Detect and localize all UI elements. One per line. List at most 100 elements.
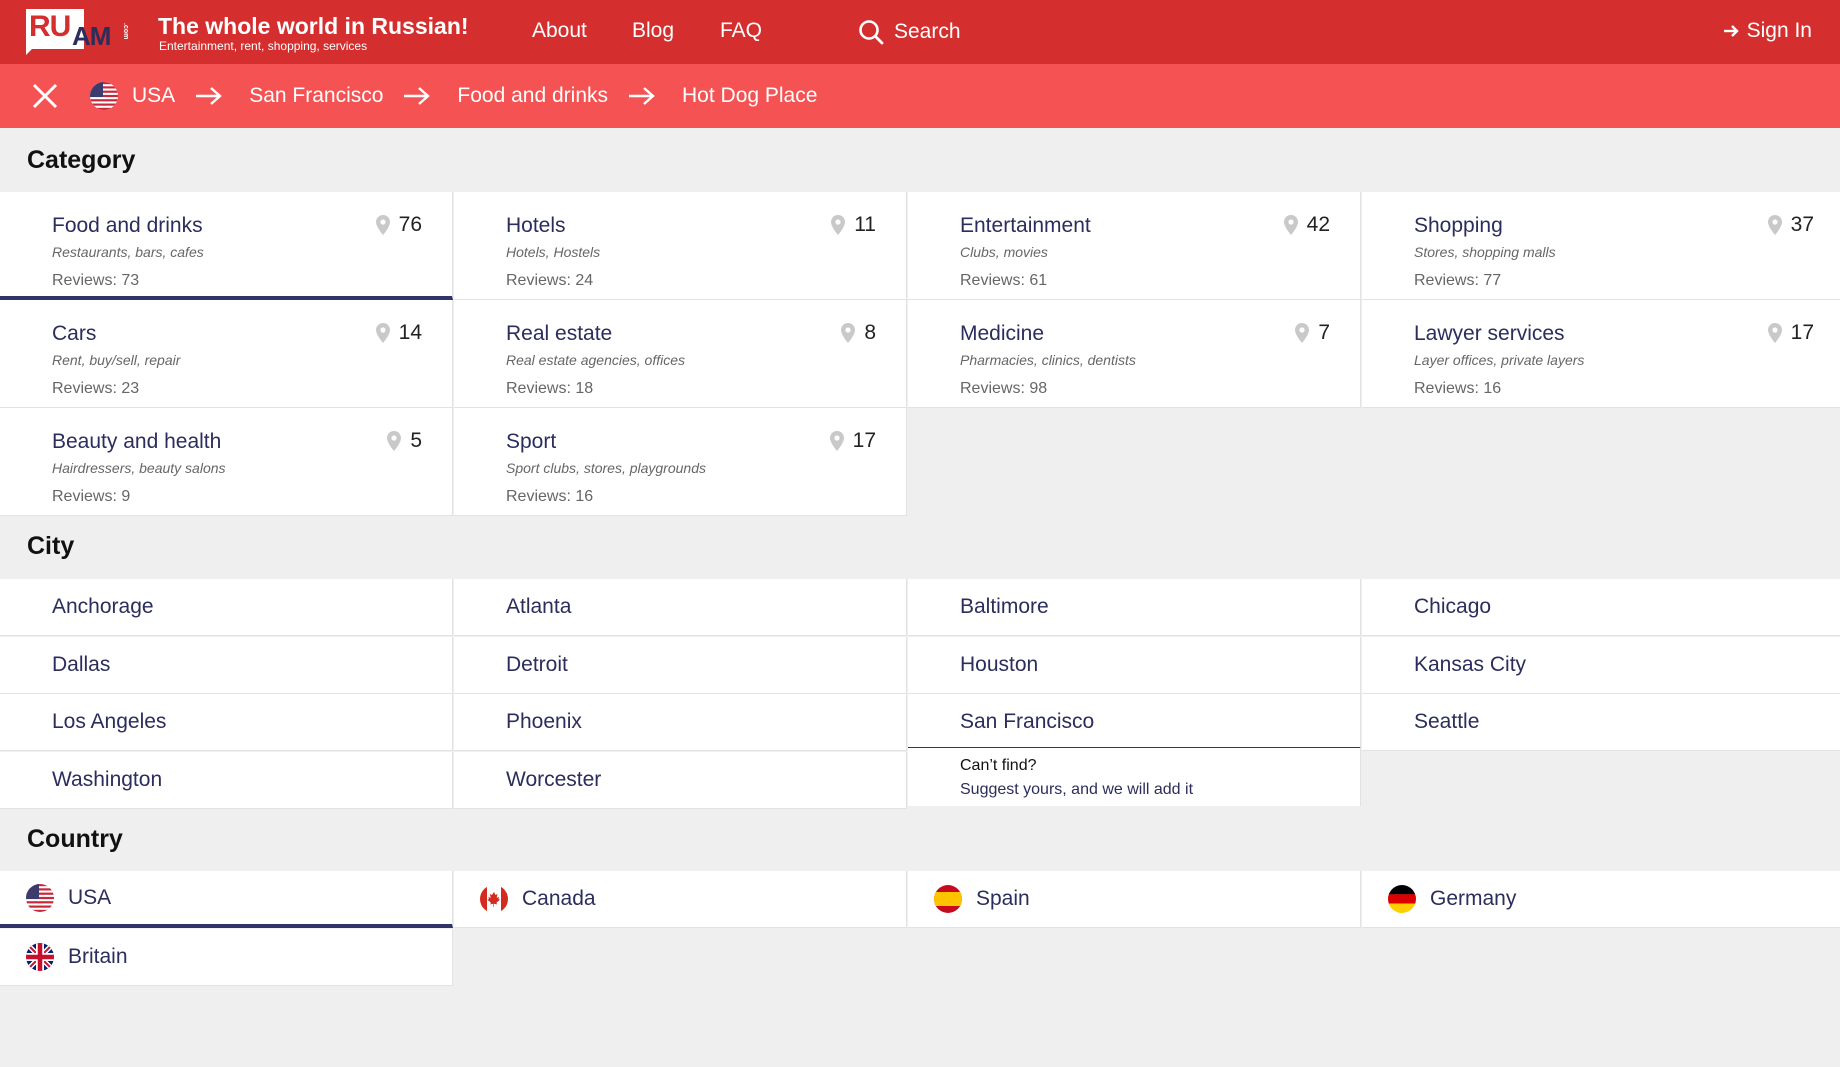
breadcrumb: USA San Francisco Food and drinks Hot Do… [90, 64, 817, 128]
category-description: Hairdressers, beauty salons [52, 460, 226, 476]
category-place-count: 11 [830, 213, 876, 237]
category-reviews: Reviews: 18 [506, 380, 594, 397]
city-name: Kansas City [1414, 652, 1527, 676]
category-description: Pharmacies, clinics, dentists [960, 352, 1136, 368]
city-item[interactable]: Washington [0, 751, 453, 809]
arrow-right-icon [629, 87, 655, 105]
city-item[interactable]: Seattle [1362, 694, 1840, 751]
country-item[interactable]: USA [0, 871, 453, 928]
city-item[interactable]: Baltimore [908, 579, 1361, 636]
close-icon[interactable] [32, 83, 58, 109]
nav-blog[interactable]: Blog [632, 19, 675, 42]
city-item[interactable]: Worcester [454, 751, 907, 809]
site-logo[interactable]: RU AM .com [26, 9, 130, 55]
category-card[interactable]: Hotels Hotels, Hostels Reviews: 24 11 [454, 192, 907, 300]
category-card[interactable]: Entertainment Clubs, movies Reviews: 61 42 [908, 192, 1361, 300]
city-name: Washington [52, 767, 163, 791]
city-item[interactable]: Detroit [454, 636, 907, 694]
breadcrumb-country[interactable]: USA [90, 82, 175, 110]
city-item[interactable]: Anchorage [0, 579, 453, 636]
category-name: Real estate [506, 322, 613, 345]
city-name: Baltimore [960, 595, 1049, 618]
city-item[interactable]: Phoenix [454, 694, 907, 751]
city-item[interactable]: Los Angeles [0, 694, 453, 751]
place-count: 42 [1306, 213, 1330, 236]
map-pin-icon [841, 323, 856, 343]
country-item[interactable]: Spain [908, 871, 1361, 928]
city-name: Los Angeles [52, 710, 167, 733]
category-card[interactable]: Shopping Stores, shopping malls Reviews: 7… [1362, 192, 1840, 300]
category-card[interactable]: Lawyer services Layer offices, private la… [1362, 300, 1840, 408]
breadcrumb-category[interactable]: Food and drinks [457, 84, 608, 108]
logo-ru: RU [26, 9, 84, 49]
city-item[interactable]: Dallas [0, 636, 453, 694]
city-item[interactable]: Atlanta [454, 579, 907, 636]
sign-in-label: Sign In [1746, 19, 1812, 42]
category-name: Food and drinks [52, 214, 203, 237]
category-description: Layer offices, private layers [1414, 352, 1585, 368]
place-count: 76 [398, 213, 422, 236]
category-name: Lawyer services [1414, 322, 1565, 345]
map-pin-icon [829, 431, 844, 451]
spain-flag-icon [934, 885, 962, 913]
category-card[interactable]: Sport Sport clubs, stores, playgrounds Rev… [454, 408, 907, 516]
city-item[interactable]: San Francisco [908, 694, 1361, 751]
country-item[interactable]: Germany [1362, 871, 1840, 928]
category-reviews: Reviews: 16 [506, 488, 594, 505]
country-name: Britain [68, 944, 128, 968]
nav-about[interactable]: About [532, 19, 587, 42]
sign-in-icon [1723, 25, 1739, 37]
map-pin-icon [375, 215, 390, 235]
place-count: 5 [410, 429, 422, 452]
place-count: 37 [1790, 213, 1814, 236]
logo-am: AM [72, 21, 111, 51]
search-button[interactable]: Search [858, 18, 961, 46]
category-place-count: 76 [375, 213, 422, 237]
place-count: 11 [854, 213, 876, 236]
category-place-count: 42 [1283, 213, 1330, 237]
city-name: Worcester [506, 767, 602, 791]
map-pin-icon [831, 215, 846, 235]
suggest-city-button[interactable]: Can’t find? Suggest yours, and we will a… [908, 748, 1361, 806]
canada-flag-icon [480, 885, 508, 913]
category-place-count: 37 [1767, 213, 1814, 237]
category-card[interactable]: Cars Rent, buy/sell, repair Reviews: 23 14 [0, 300, 453, 408]
city-item[interactable]: Houston [908, 636, 1361, 694]
breadcrumb-item: Hot Dog Place [682, 84, 818, 107]
category-name: Hotels [506, 214, 566, 237]
category-card[interactable]: Real estate Real estate agencies, offices… [454, 300, 907, 408]
category-description: Real estate agencies, offices [506, 352, 685, 368]
city-item[interactable]: Chicago [1362, 579, 1840, 636]
category-reviews: Reviews: 61 [960, 272, 1048, 289]
city-name: San Francisco [960, 710, 1095, 733]
city-name: Chicago [1414, 595, 1492, 618]
breadcrumb-item: Food and drinks [457, 84, 609, 107]
category-reviews: Reviews: 73 [52, 272, 140, 289]
breadcrumb-item: USA [132, 84, 176, 107]
nav-faq[interactable]: FAQ [720, 19, 763, 42]
category-description: Rent, buy/sell, repair [52, 352, 181, 368]
place-count: 17 [1790, 321, 1814, 344]
city-item[interactable]: Kansas City [1362, 636, 1840, 694]
breadcrumb-city[interactable]: San Francisco [249, 84, 383, 108]
country-name: USA [68, 885, 112, 909]
breadcrumb-place[interactable]: Hot Dog Place [682, 84, 817, 108]
country-heading: Country [27, 825, 123, 853]
country-item[interactable]: Canada [454, 871, 907, 928]
map-pin-icon [1767, 215, 1782, 235]
category-place-count: 7 [1294, 321, 1330, 345]
country-name: Germany [1430, 887, 1517, 910]
category-name: Shopping [1414, 214, 1503, 237]
category-card[interactable]: Medicine Pharmacies, clinics, dentists Rev… [908, 300, 1361, 408]
country-item[interactable]: Britain [0, 928, 453, 986]
arrow-right-icon [404, 87, 431, 105]
arrow-right-icon [196, 87, 222, 105]
category-place-count: 8 [840, 321, 876, 345]
sign-in-button[interactable]: Sign In [1723, 19, 1812, 43]
logo-com: .com [122, 23, 129, 40]
category-card[interactable]: Food and drinks Restaurants, bars, cafes R… [0, 192, 453, 300]
category-card[interactable]: Beauty and health Hairdressers, beauty sa… [0, 408, 453, 516]
breadcrumb-item: San Francisco [249, 84, 384, 107]
category-description: Stores, shopping malls [1414, 244, 1556, 260]
category-place-count: 5 [386, 429, 422, 453]
